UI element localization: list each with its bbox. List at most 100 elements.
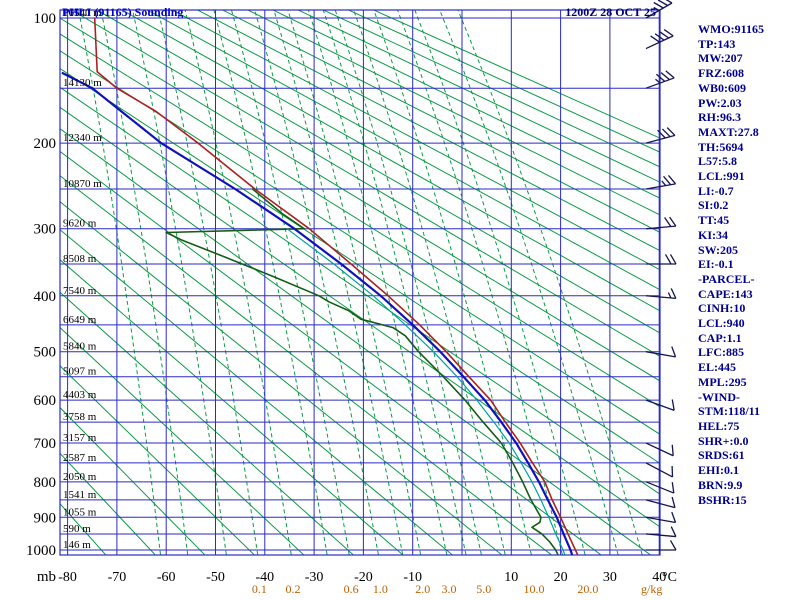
mixing-ratio-label: 3.0: [442, 582, 457, 596]
height-label: 1541 m: [63, 489, 97, 501]
wetbulb-trace: [286, 228, 566, 555]
panel-line: SRDS:61: [698, 448, 745, 463]
pressure-tick-label: 1000: [26, 543, 56, 559]
mixing-ratio-label: 1.0: [373, 582, 388, 596]
wind-barb: [645, 462, 674, 478]
panel-line: WB0:609: [698, 80, 746, 95]
wind-barb: [645, 70, 675, 89]
temp-tick-label: -40: [255, 570, 274, 585]
temperature-trace: [93, 17, 579, 555]
height-label: 10870 m: [63, 178, 102, 190]
wind-barb: [645, 174, 677, 190]
mixing-ratio-label: 0.2: [285, 582, 300, 596]
height-label: 3157 m: [63, 432, 97, 444]
pressure-tick-label: 700: [34, 436, 57, 452]
temp-tick-label: -20: [354, 570, 373, 585]
pressure-tick-label: 900: [34, 510, 57, 526]
mixing-unit-label: g/kg: [641, 582, 662, 596]
panel-line: RH:96.3: [698, 110, 741, 125]
wind-barb: [645, 0, 673, 19]
panel-line: SHR+:0.0: [698, 433, 749, 448]
temp-unit-label: °C: [662, 570, 677, 585]
wind-barbs: [645, 0, 677, 551]
dry-adiabats: [60, 10, 660, 555]
height-label: 12340 m: [63, 132, 102, 144]
chart-frame: [59, 9, 661, 556]
panel-line: LCL:940: [698, 316, 745, 331]
pressure-tick-label: 300: [34, 222, 57, 238]
mixing-ratio-lines: [78, 10, 643, 555]
height-label: 5840 m: [63, 341, 97, 353]
pressure-tick-label: 600: [34, 393, 57, 409]
height-label: 6649 m: [63, 314, 97, 326]
wind-barb: [645, 346, 677, 358]
temp-tick-label: 30: [603, 570, 617, 585]
panel-line: EHI:0.1: [698, 463, 740, 478]
panel-line: L57:5.8: [698, 154, 737, 169]
pressure-tick-label: 400: [34, 289, 57, 305]
panel-line: MAXT:27.8: [698, 124, 759, 139]
wind-barb: [645, 526, 677, 538]
height-label: 14130 m: [63, 77, 102, 89]
height-label: 7540 m: [63, 285, 97, 297]
temp-tick-label: -30: [305, 570, 324, 585]
temp-tick-label: -60: [157, 570, 176, 585]
sounding-traces: [61, 17, 579, 555]
pressure-tick-label: 200: [34, 136, 57, 152]
temp-tick-label: 20: [554, 570, 568, 585]
panel-line: KI:34: [698, 227, 728, 242]
height-label: 16540 m: [63, 7, 102, 19]
height-label: 1055 m: [63, 506, 97, 518]
wind-barb: [645, 29, 674, 50]
chart-title: PHLI (91165) Sounding: [62, 5, 184, 19]
panel-line: MPL:295: [698, 374, 747, 389]
dewpoint-trace: [165, 188, 559, 555]
height-label: 2050 m: [63, 471, 97, 483]
temp-tick-label: -80: [58, 570, 77, 585]
mixing-ratio-label: 20.0: [577, 582, 598, 596]
panel-line: CAPE:143: [698, 286, 753, 301]
height-label: 5097 m: [63, 366, 97, 378]
mixing-ratio-label: 0.1: [252, 582, 267, 596]
temp-tick-label: -10: [403, 570, 422, 585]
pressure-tick-label: 100: [34, 11, 57, 27]
temp-tick-label: -50: [206, 570, 225, 585]
panel-line: LFC:885: [698, 345, 744, 360]
height-label: 4403 m: [63, 389, 97, 401]
parcel-trace: [61, 71, 574, 555]
height-label: 3758 m: [63, 411, 97, 423]
wind-barb: [645, 216, 677, 230]
wind-barb: [646, 254, 677, 265]
wind-barb: [645, 496, 676, 509]
panel-line: SI:0.2: [698, 198, 729, 213]
panel-line: EL:445: [698, 360, 737, 375]
height-label: 146 m: [63, 539, 91, 551]
panel-line: BRN:9.9: [698, 477, 743, 492]
panel-line: FRZ:608: [698, 66, 744, 81]
height-label: 2587 m: [63, 452, 97, 464]
panel-line: HEL:75: [698, 418, 740, 433]
panel-line: LCL:991: [698, 169, 745, 184]
panel-line: MW:207: [698, 51, 743, 66]
panel-line: PW:2.03: [698, 95, 742, 110]
mixing-ratio-label: 10.0: [524, 582, 545, 596]
wind-barb: [645, 399, 675, 411]
panel-line: STM:118/11: [698, 404, 761, 419]
panel-line: -PARCEL-: [698, 271, 755, 286]
temp-tick-label: 40: [652, 570, 666, 585]
temp-tick-label: -70: [108, 570, 127, 585]
pressure-tick-label: 500: [34, 345, 57, 361]
panel-line: TT:45: [698, 213, 730, 228]
wind-barb: [646, 540, 677, 551]
chart-datetime: 1200Z 28 OCT 25: [565, 5, 656, 19]
pressure-tick-label: 800: [34, 475, 57, 491]
height-label: 9620 m: [63, 218, 97, 230]
panel-line: CAP:1.1: [698, 330, 742, 345]
panel-line: BSHR:15: [698, 492, 747, 507]
panel-line: WMO:91165: [698, 22, 764, 36]
pressure-unit-label: mb: [37, 569, 56, 585]
height-label: 590 m: [63, 523, 91, 535]
mixing-ratio-label: 5.0: [476, 582, 491, 596]
